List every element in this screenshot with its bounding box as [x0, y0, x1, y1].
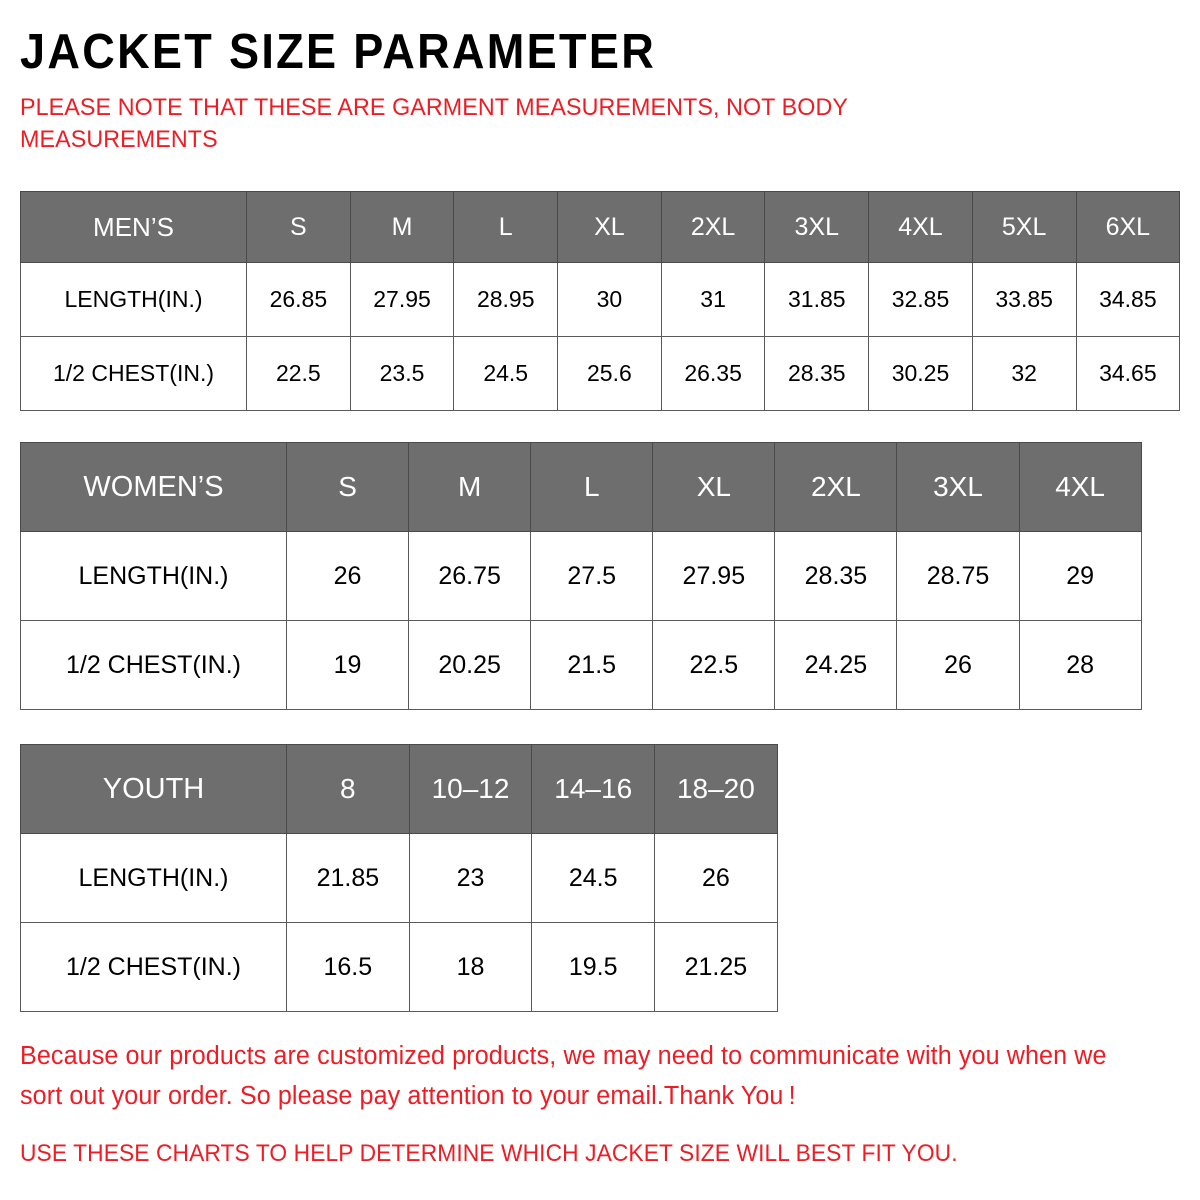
mens-chest-l: 24.5 — [453, 336, 559, 412]
table-row: 1/2 CHEST(IN.) 16.5 18 19.5 21.25 — [20, 922, 778, 1013]
table-row: LENGTH(IN.) 26.85 27.95 28.95 30 31 31.8… — [20, 262, 1181, 338]
mens-chest-6xl: 34.65 — [1075, 336, 1181, 412]
womens-chest-l: 21.5 — [530, 620, 654, 711]
womens-size-table: WOMEN’S S M L XL 2XL 3XL 4XL LENGTH(IN.)… — [20, 442, 1142, 711]
womens-chest-3xl: 26 — [896, 620, 1020, 711]
mens-length-3xl: 31.85 — [764, 262, 870, 338]
womens-length-label: LENGTH(IN.) — [20, 531, 287, 622]
mens-chest-5xl: 32 — [971, 336, 1077, 412]
youth-chest-8: 16.5 — [286, 922, 410, 1013]
mens-length-s: 26.85 — [246, 262, 351, 338]
table-row: LENGTH(IN.) 21.85 23 24.5 26 — [20, 833, 778, 924]
youth-length-label: LENGTH(IN.) — [20, 833, 287, 924]
mens-header-5xl: 5XL — [971, 191, 1077, 264]
womens-length-l: 27.5 — [530, 531, 654, 622]
customization-note: Because our products are customized prod… — [20, 1042, 1107, 1110]
womens-length-xl: 27.95 — [652, 531, 776, 622]
mens-chest-s: 22.5 — [246, 336, 351, 412]
mens-chest-xl: 25.6 — [557, 336, 662, 412]
womens-header-l: L — [530, 442, 654, 533]
youth-chest-label: 1/2 CHEST(IN.) — [20, 922, 287, 1013]
womens-length-s: 26 — [285, 531, 410, 622]
womens-header-xl: XL — [652, 442, 776, 533]
youth-header-8: 8 — [286, 744, 410, 835]
table-row: 1/2 CHEST(IN.) 22.5 23.5 24.5 25.6 26.35… — [20, 336, 1181, 412]
womens-header-m: M — [408, 442, 532, 533]
youth-chest-14-16: 19.5 — [531, 922, 656, 1013]
mens-chest-label: 1/2 CHEST(IN.) — [20, 336, 247, 412]
mens-chest-2xl: 26.35 — [660, 336, 766, 412]
womens-length-2xl: 28.35 — [774, 531, 898, 622]
womens-chest-4xl: 28 — [1018, 620, 1142, 711]
womens-chest-2xl: 24.25 — [774, 620, 898, 711]
mens-length-5xl: 33.85 — [971, 262, 1077, 338]
mens-header-3xl: 3XL — [764, 191, 870, 264]
youth-header-10-12: 10–12 — [408, 744, 533, 835]
youth-length-8: 21.85 — [286, 833, 410, 924]
womens-chest-s: 19 — [285, 620, 410, 711]
youth-length-14-16: 24.5 — [531, 833, 656, 924]
mens-length-label: LENGTH(IN.) — [20, 262, 247, 338]
womens-length-3xl: 28.75 — [896, 531, 1020, 622]
womens-chest-xl: 22.5 — [652, 620, 776, 711]
mens-header-2xl: 2XL — [660, 191, 766, 264]
page-title: JACKET SIZE PARAMETER — [20, 25, 657, 79]
mens-header-m: M — [349, 191, 455, 264]
mens-header-xl: XL — [557, 191, 662, 264]
table-header-row: WOMEN’S S M L XL 2XL 3XL 4XL — [20, 442, 1142, 533]
womens-header-3xl: 3XL — [896, 442, 1020, 533]
table-row: 1/2 CHEST(IN.) 19 20.25 21.5 22.5 24.25 … — [20, 620, 1142, 711]
womens-header-category: WOMEN’S — [20, 442, 287, 533]
mens-length-6xl: 34.85 — [1075, 262, 1181, 338]
youth-header-18-20: 18–20 — [654, 744, 778, 835]
womens-chest-label: 1/2 CHEST(IN.) — [20, 620, 287, 711]
youth-header-14-16: 14–16 — [531, 744, 656, 835]
youth-size-table: YOUTH 8 10–12 14–16 18–20 LENGTH(IN.) 21… — [20, 744, 778, 1013]
mens-length-2xl: 31 — [660, 262, 766, 338]
mens-chest-3xl: 28.35 — [764, 336, 870, 412]
table-header-row: YOUTH 8 10–12 14–16 18–20 — [20, 744, 778, 835]
womens-header-s: S — [285, 442, 410, 533]
youth-header-category: YOUTH — [20, 744, 287, 835]
footer-notes: Because our products are customized prod… — [20, 1012, 1180, 1170]
womens-length-m: 26.75 — [408, 531, 532, 622]
youth-length-10-12: 23 — [408, 833, 533, 924]
mens-header-4xl: 4XL — [868, 191, 973, 264]
chart-usage-note: USE THESE CHARTS TO HELP DETERMINE WHICH… — [20, 1140, 958, 1168]
mens-length-l: 28.95 — [453, 262, 559, 338]
womens-chest-m: 20.25 — [408, 620, 532, 711]
mens-size-table: MEN’S S M L XL 2XL 3XL 4XL 5XL 6XL LENGT… — [20, 191, 1181, 412]
table-header-row: MEN’S S M L XL 2XL 3XL 4XL 5XL 6XL — [20, 191, 1181, 264]
mens-header-s: S — [246, 191, 351, 264]
garment-measurement-notice: PLEASE NOTE THAT THESE ARE GARMENT MEASU… — [20, 94, 848, 153]
womens-length-4xl: 29 — [1018, 531, 1142, 622]
youth-chest-10-12: 18 — [408, 922, 533, 1013]
womens-header-4xl: 4XL — [1018, 442, 1142, 533]
mens-header-category: MEN’S — [20, 191, 247, 264]
table-row: LENGTH(IN.) 26 26.75 27.5 27.95 28.35 28… — [20, 531, 1142, 622]
mens-header-l: L — [453, 191, 559, 264]
mens-length-4xl: 32.85 — [868, 262, 973, 338]
mens-length-m: 27.95 — [349, 262, 455, 338]
mens-length-xl: 30 — [557, 262, 662, 338]
womens-header-2xl: 2XL — [774, 442, 898, 533]
mens-chest-4xl: 30.25 — [868, 336, 973, 412]
youth-chest-18-20: 21.25 — [654, 922, 778, 1013]
youth-length-18-20: 26 — [654, 833, 778, 924]
mens-chest-m: 23.5 — [349, 336, 455, 412]
mens-header-6xl: 6XL — [1075, 191, 1181, 264]
